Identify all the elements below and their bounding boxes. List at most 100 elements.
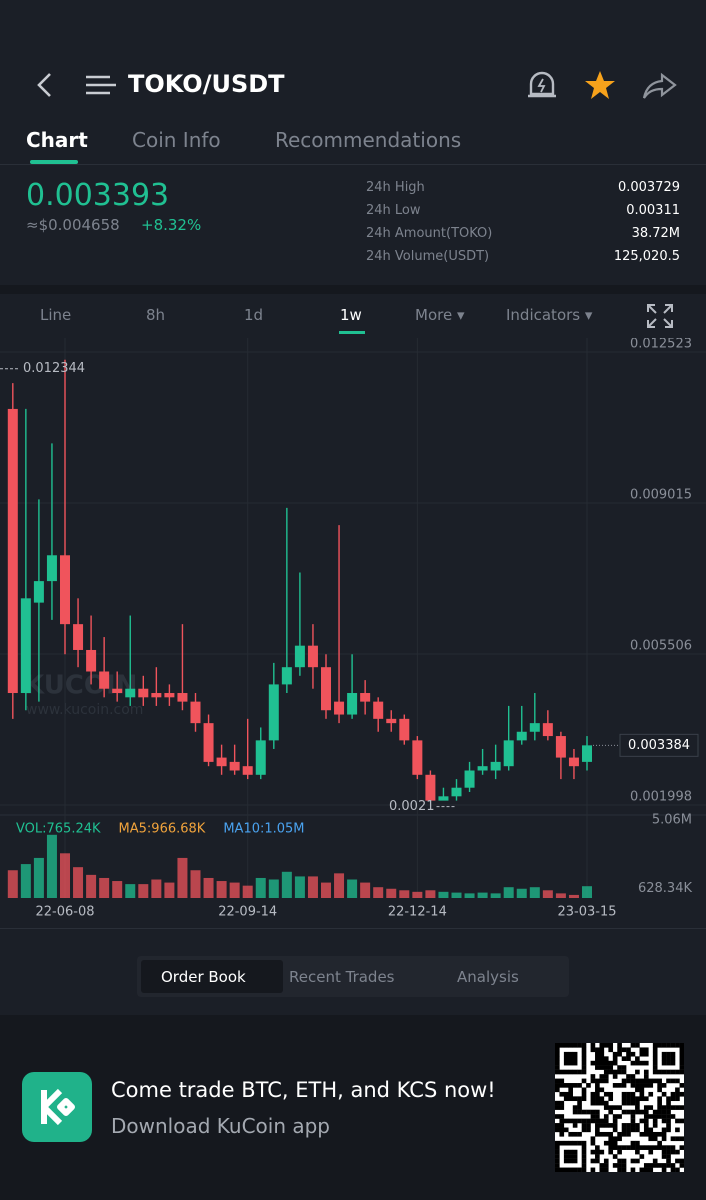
candle-body: [555, 736, 566, 758]
qr-module: [617, 1149, 622, 1155]
qr-module: [572, 1118, 578, 1124]
qr-module: [599, 1163, 605, 1168]
candle-body: [60, 555, 70, 625]
qr-module: [608, 1109, 614, 1115]
qr-module: [666, 1123, 671, 1128]
qr-module: [581, 1065, 587, 1070]
interval[interactable]: Line: [40, 306, 72, 324]
qr-module: [670, 1078, 676, 1084]
qr-module: [679, 1136, 684, 1142]
volume-bar: [99, 877, 110, 898]
qr-module: [559, 1083, 565, 1088]
qr-module: [630, 1074, 636, 1079]
qr-module: [648, 1131, 654, 1137]
candle-body: [399, 718, 410, 741]
qr-module: [679, 1118, 684, 1124]
qr-module: [603, 1043, 609, 1048]
qr-module: [608, 1060, 614, 1066]
qr-module: [568, 1131, 573, 1137]
qr-module: [595, 1100, 600, 1106]
qr-module: [559, 1114, 565, 1119]
back-button[interactable]: [30, 70, 60, 100]
candle-body: [242, 766, 253, 775]
qr-module: [635, 1100, 640, 1106]
qr-module: [626, 1091, 631, 1097]
tab-underline: [30, 160, 78, 164]
qr-module: [581, 1127, 587, 1133]
qr-module: [568, 1158, 573, 1164]
qr-module: [643, 1047, 649, 1053]
interval[interactable]: 1d: [244, 306, 264, 324]
usd-price: ≈$0.004658: [26, 216, 120, 234]
qr-module: [635, 1158, 640, 1164]
qr-module: [626, 1127, 631, 1133]
qr-module: [555, 1149, 560, 1155]
qr-module: [679, 1145, 684, 1150]
volume-bar: [321, 882, 331, 898]
qr-module: [555, 1047, 560, 1053]
segment[interactable]: Analysis: [457, 968, 519, 986]
qr-module: [639, 1083, 645, 1088]
alert-icon[interactable]: [526, 70, 558, 100]
indicator-dropdown[interactable]: Indicators ▾: [506, 306, 593, 324]
qr-module: [639, 1060, 645, 1066]
qr-module: [661, 1114, 667, 1119]
interval-dropdown[interactable]: More ▾: [415, 306, 465, 324]
interval[interactable]: 8h: [146, 306, 166, 324]
qr-module: [635, 1127, 640, 1133]
qr-module: [572, 1105, 578, 1110]
menu-icon[interactable]: [84, 74, 118, 98]
qr-module: [617, 1043, 622, 1048]
qr-module: [657, 1109, 662, 1115]
qr-module: [666, 1043, 671, 1048]
qr-module: [626, 1123, 631, 1128]
qr-module: [675, 1118, 680, 1124]
qr-module: [657, 1078, 662, 1084]
qr-module: [626, 1056, 631, 1061]
qr-module: [630, 1051, 636, 1057]
qr-module: [572, 1060, 578, 1066]
qr-module: [581, 1091, 587, 1097]
qr-module: [608, 1047, 614, 1053]
qr-module: [599, 1100, 605, 1106]
qr-module: [555, 1060, 560, 1066]
volume-bar: [164, 882, 175, 898]
tab[interactable]: Coin Info: [132, 128, 221, 152]
qr-module: [555, 1056, 560, 1061]
qr-module: [603, 1069, 609, 1075]
share-icon[interactable]: [642, 72, 678, 100]
divider: [0, 164, 706, 165]
qr-module: [666, 1096, 671, 1102]
qr-module: [603, 1167, 609, 1172]
segment[interactable]: Recent Trades: [289, 968, 395, 986]
qr-module: [643, 1123, 649, 1128]
qr-module: [595, 1060, 600, 1066]
segment-active[interactable]: Order Book: [161, 968, 246, 986]
candle-body: [490, 761, 501, 771]
qr-module: [612, 1140, 618, 1146]
qr-module: [652, 1163, 658, 1168]
tab[interactable]: Recommendations: [275, 128, 462, 152]
qr-module: [621, 1083, 627, 1088]
qr-module: [621, 1078, 627, 1084]
qr-module: [630, 1100, 636, 1106]
candle-body: [503, 740, 514, 767]
volume-bar: [568, 894, 579, 898]
qr-module: [555, 1043, 560, 1048]
pair-title: TOKO/USDT: [128, 70, 285, 98]
qr-module: [666, 1105, 671, 1110]
qr-module: [599, 1131, 605, 1137]
qr-module: [657, 1114, 662, 1119]
qr-module: [652, 1065, 658, 1070]
qr-module: [599, 1123, 605, 1128]
qr-module: [595, 1051, 600, 1057]
favorite-star[interactable]: [584, 70, 616, 100]
interval-active[interactable]: 1w: [340, 306, 362, 324]
tab-active[interactable]: Chart: [26, 128, 88, 152]
qr-module: [563, 1127, 569, 1133]
qr-module: [643, 1069, 649, 1075]
fullscreen-icon[interactable]: [646, 303, 674, 329]
candle-body: [86, 649, 97, 672]
qr-module: [590, 1100, 596, 1106]
qr-module: [643, 1118, 649, 1124]
